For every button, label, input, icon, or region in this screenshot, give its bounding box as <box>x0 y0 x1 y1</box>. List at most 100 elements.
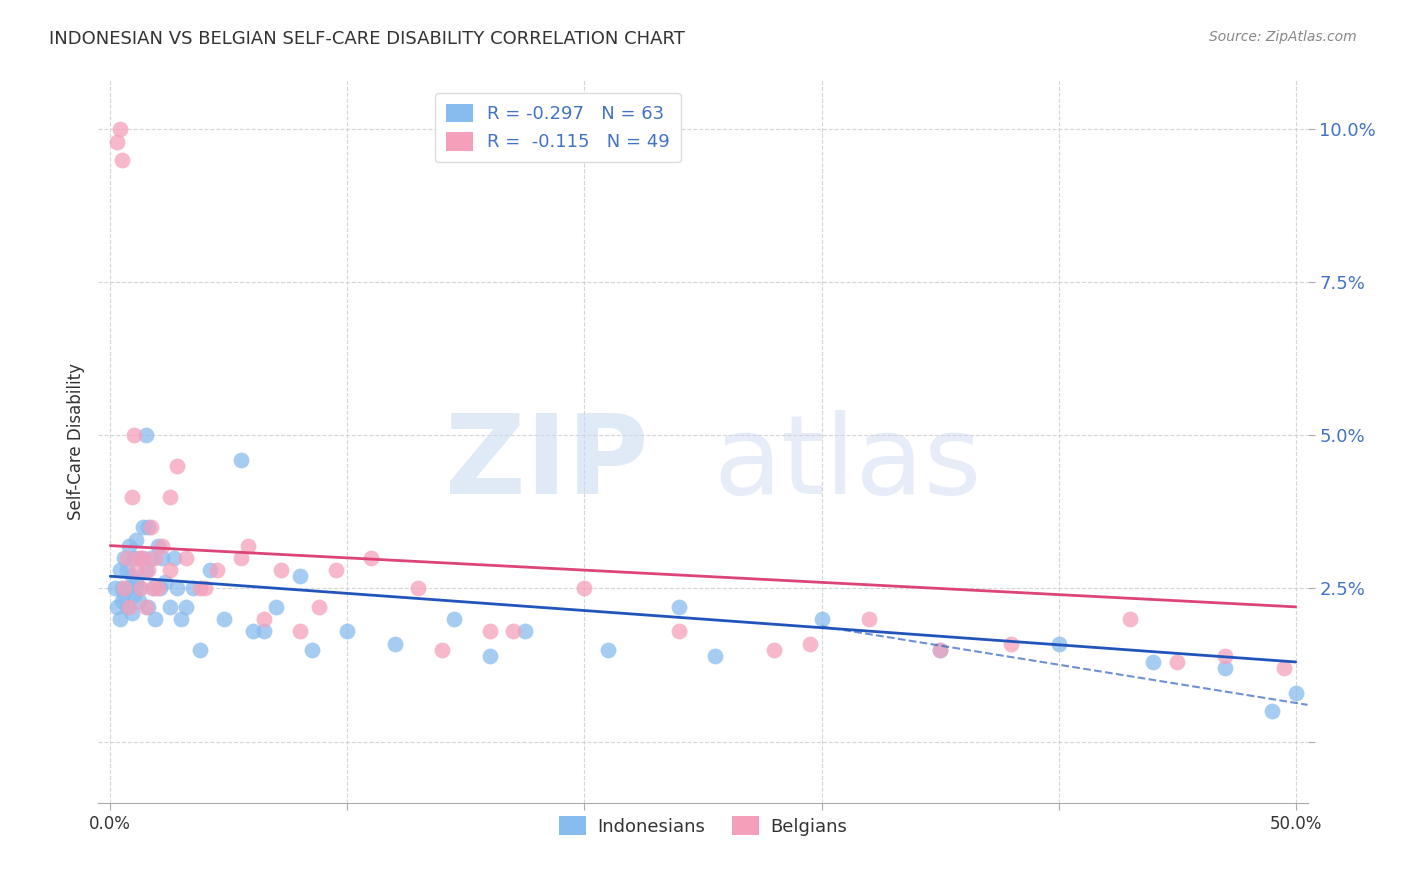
Point <box>170 612 193 626</box>
Point <box>1213 661 1236 675</box>
Point <box>253 612 276 626</box>
Point <box>159 599 181 614</box>
Legend: Indonesians, Belgians: Indonesians, Belgians <box>553 809 853 843</box>
Point <box>142 582 165 596</box>
Point <box>264 599 287 614</box>
Point <box>929 642 952 657</box>
Point <box>146 539 169 553</box>
Point <box>125 533 148 547</box>
Point <box>105 135 128 149</box>
Point <box>288 624 311 639</box>
Point <box>153 575 176 590</box>
Point <box>149 582 172 596</box>
Point <box>143 612 166 626</box>
Point <box>121 490 143 504</box>
Point <box>142 582 165 596</box>
Point <box>118 539 141 553</box>
Point <box>159 563 181 577</box>
Point <box>105 599 128 614</box>
Point <box>108 612 131 626</box>
Y-axis label: Self-Care Disability: Self-Care Disability <box>66 363 84 520</box>
Point <box>763 642 786 657</box>
Point <box>598 642 620 657</box>
Point <box>136 599 159 614</box>
Point <box>288 569 311 583</box>
Point <box>129 550 152 565</box>
Point <box>1166 655 1188 669</box>
Point <box>174 550 197 565</box>
Text: INDONESIAN VS BELGIAN SELF-CARE DISABILITY CORRELATION CHART: INDONESIAN VS BELGIAN SELF-CARE DISABILI… <box>49 30 685 48</box>
Point <box>443 612 465 626</box>
Point <box>108 122 131 136</box>
Point <box>135 563 157 577</box>
Point <box>229 453 252 467</box>
Point <box>194 582 217 596</box>
Point <box>122 550 145 565</box>
Point <box>136 563 159 577</box>
Point <box>146 582 169 596</box>
Point <box>114 588 136 602</box>
Point <box>111 593 134 607</box>
Point <box>810 612 832 626</box>
Point <box>1272 661 1295 675</box>
Point <box>478 648 501 663</box>
Point <box>115 563 138 577</box>
Point <box>1047 637 1070 651</box>
Point <box>111 153 134 167</box>
Point <box>118 599 141 614</box>
Point <box>174 599 197 614</box>
Point <box>502 624 524 639</box>
Point <box>135 599 157 614</box>
Point <box>308 599 330 614</box>
Point <box>166 582 188 596</box>
Point <box>139 550 162 565</box>
Point <box>325 563 347 577</box>
Point <box>122 588 145 602</box>
Point <box>929 642 952 657</box>
Point <box>212 612 235 626</box>
Point <box>858 612 880 626</box>
Point <box>360 550 382 565</box>
Point <box>190 642 212 657</box>
Point <box>108 563 131 577</box>
Point <box>668 624 690 639</box>
Point <box>125 563 148 577</box>
Point <box>128 582 150 596</box>
Point <box>129 582 152 596</box>
Point <box>181 582 204 596</box>
Point <box>152 539 174 553</box>
Point <box>163 550 186 565</box>
Point <box>128 550 150 565</box>
Point <box>242 624 264 639</box>
Point <box>432 642 454 657</box>
Point <box>1213 648 1236 663</box>
Point <box>229 550 252 565</box>
Point <box>408 582 430 596</box>
Point <box>205 563 228 577</box>
Point <box>118 582 141 596</box>
Point <box>198 563 221 577</box>
Point <box>152 550 174 565</box>
Point <box>336 624 359 639</box>
Point <box>384 637 406 651</box>
Point <box>135 428 157 442</box>
Point <box>121 606 143 620</box>
Point <box>270 563 292 577</box>
Point <box>668 599 690 614</box>
Point <box>136 520 159 534</box>
Point <box>122 428 145 442</box>
Point <box>125 575 148 590</box>
Point <box>574 582 596 596</box>
Point <box>111 582 134 596</box>
Text: atlas: atlas <box>714 409 983 516</box>
Point <box>301 642 323 657</box>
Point <box>703 648 725 663</box>
Point <box>1119 612 1142 626</box>
Point <box>114 550 136 565</box>
Point <box>1000 637 1022 651</box>
Text: ZIP: ZIP <box>446 409 648 516</box>
Point <box>166 458 188 473</box>
Point <box>515 624 537 639</box>
Point <box>132 520 155 534</box>
Point <box>114 582 136 596</box>
